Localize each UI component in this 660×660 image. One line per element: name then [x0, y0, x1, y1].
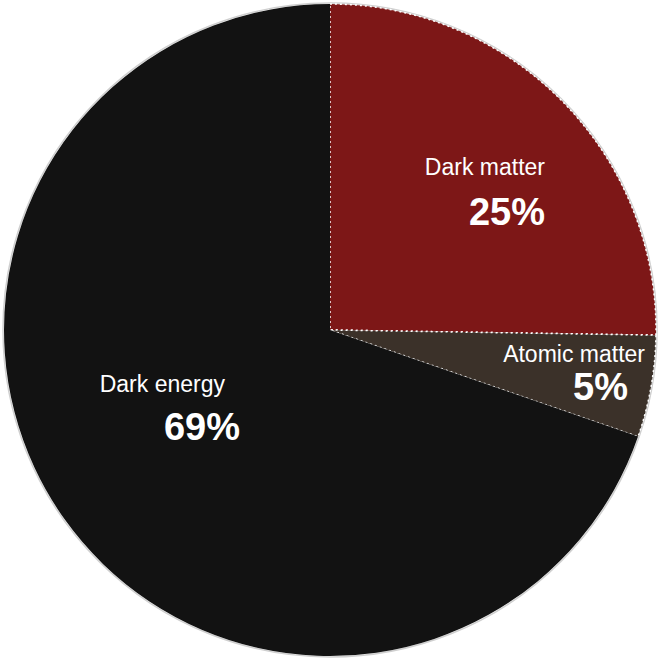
chart: Dark matter 25% Atomic matter5% Dark energy…: [0, 0, 660, 660]
slice-name: Dark matter: [425, 154, 545, 180]
data-label: 25%: [469, 191, 545, 233]
slice-name: Atomic matter: [503, 341, 645, 367]
pie-slice: [4, 4, 638, 656]
data-label: 69%: [164, 406, 240, 448]
pie-rim: [3, 3, 657, 657]
pie-slice: [330, 4, 656, 335]
slice-name: Dark energy: [100, 371, 226, 397]
pie: [3, 3, 657, 657]
labels: Dark matter 25% Atomic matter5% Dark energy…: [100, 154, 646, 448]
data-label: 5%: [573, 366, 628, 408]
